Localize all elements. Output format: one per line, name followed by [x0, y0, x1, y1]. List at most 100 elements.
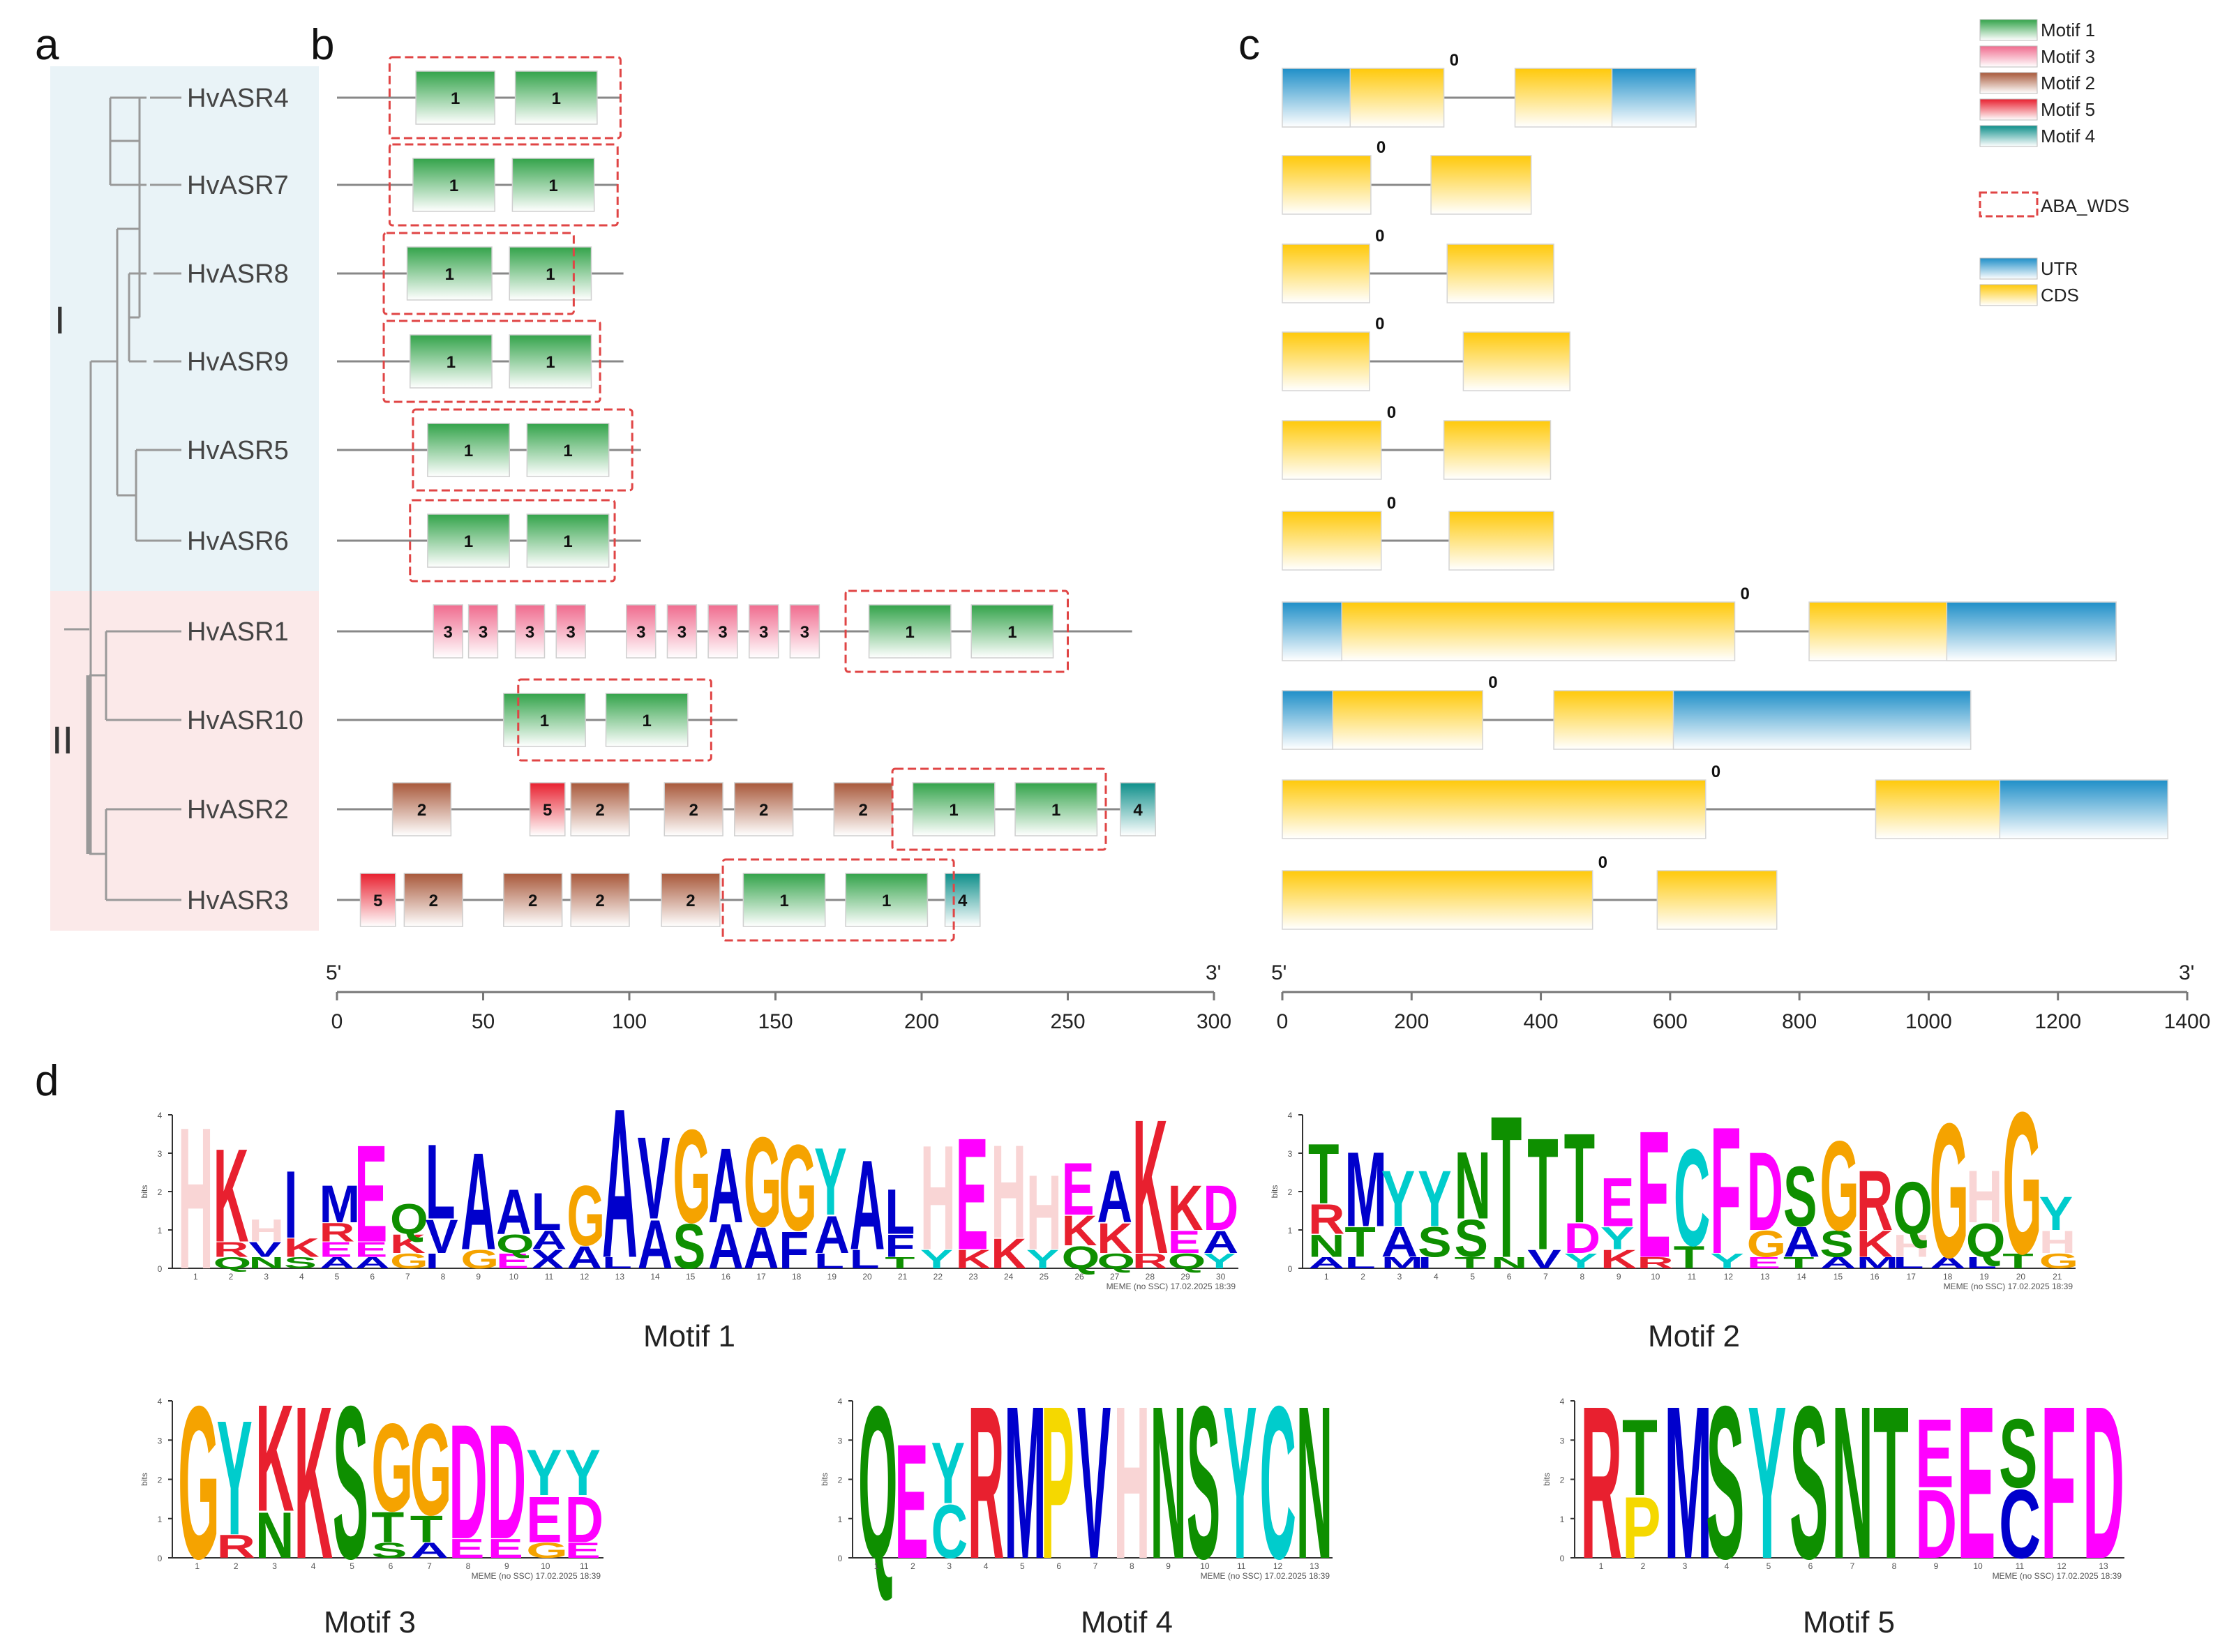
logo-position-label: 13 — [615, 1272, 625, 1282]
legend-label-aba-wds: ABA_WDS — [2041, 195, 2129, 216]
logo-letter: I — [426, 1249, 440, 1273]
logo-letter: L — [814, 1249, 844, 1273]
motif-3-block — [514, 604, 546, 659]
logo-letter: Y — [1418, 1155, 1452, 1244]
logo-position-label: 15 — [686, 1272, 696, 1282]
logo-letter: L — [1966, 1254, 1997, 1272]
utr-region — [1999, 779, 2168, 839]
logo-letter: M — [320, 1174, 361, 1233]
motif-number: 1 — [540, 712, 549, 730]
aba-wds-domain — [382, 320, 601, 403]
gene-label: HvASR7 — [187, 171, 289, 200]
logo-letter: G — [178, 1362, 220, 1605]
logo-meme-note: MEME (no SSC) 17.02.2025 18:39 — [1944, 1282, 2073, 1291]
logo-position-label: 5 — [350, 1561, 354, 1571]
protein-track: 2 5 2 2 2 2 1 1 4 — [337, 767, 1156, 851]
logo-letter: E — [449, 1533, 484, 1563]
logo-letter: A — [1381, 1219, 1418, 1266]
logo-letter: H — [1113, 1362, 1150, 1605]
logo-letter: C — [1259, 1362, 1296, 1605]
logo-letter: S — [673, 1211, 705, 1282]
motif-number: 1 — [563, 442, 572, 460]
logo-position-label: 26 — [1074, 1272, 1084, 1282]
logo-letter: K — [1132, 1079, 1168, 1294]
logo-letter: Q — [1062, 1239, 1100, 1275]
logo-letter: F — [1710, 1090, 1741, 1292]
logo-letter: C — [1999, 1469, 2041, 1579]
intron-phase-label: 0 — [1375, 315, 1384, 333]
logo-y-tick-label: 2 — [158, 1187, 163, 1197]
motif-number: 3 — [677, 623, 687, 642]
logo-y-tick-label: 3 — [1288, 1149, 1293, 1159]
legend-label-utr: UTR — [2041, 258, 2078, 279]
axis-tick-label: 800 — [1782, 1010, 1817, 1033]
logo-letter: A — [1820, 1254, 1857, 1272]
logo-position-label: 6 — [1507, 1272, 1512, 1282]
logo-position-label: 25 — [1040, 1272, 1049, 1282]
cds-exon — [1462, 331, 1571, 391]
logo-letter: A — [1097, 1155, 1132, 1238]
motif-number: 2 — [759, 801, 768, 820]
motif-3-block — [467, 604, 499, 659]
logo-letter: T — [1783, 1254, 1815, 1272]
logo-letter: M — [1381, 1254, 1424, 1272]
motif-number: 3 — [800, 623, 809, 642]
logo-letter: S — [371, 1538, 407, 1563]
logo-letter: L — [885, 1177, 915, 1248]
motif-number: 3 — [636, 623, 645, 642]
logo-letter: A — [1929, 1254, 1966, 1272]
logo-position-label: 1 — [1324, 1272, 1329, 1282]
logo-position-label: 20 — [2016, 1272, 2026, 1282]
cds-exon — [1282, 601, 1736, 661]
logo-position-label: 1 — [874, 1561, 879, 1571]
logo-letter: A — [708, 1127, 744, 1246]
logo-letter: S — [333, 1362, 368, 1605]
logo-position-label: 9 — [504, 1561, 509, 1571]
logo-position-label: 19 — [827, 1272, 837, 1282]
logo-letter: Q — [1097, 1249, 1135, 1273]
logo-position-label: 27 — [1110, 1272, 1120, 1282]
logo-position-label: 28 — [1146, 1272, 1155, 1282]
logo-y-tick-label: 2 — [1288, 1187, 1293, 1197]
logo-letter: Y — [216, 1386, 252, 1569]
motif-number: 1 — [779, 892, 788, 910]
logo-position-label: 12 — [1273, 1561, 1283, 1571]
motif-number: 3 — [759, 623, 768, 642]
legend-swatch-utr — [1979, 257, 2038, 280]
logo-position-label: 17 — [1907, 1272, 1917, 1282]
motif-number: 1 — [906, 623, 915, 642]
logo-position-label: 11 — [2016, 1561, 2025, 1571]
intron-phase-label: 0 — [1387, 494, 1396, 513]
axis-tick-label: 200 — [1394, 1010, 1429, 1033]
motif-number: 1 — [949, 801, 958, 820]
logo-position-label: 5 — [1767, 1561, 1771, 1571]
logo-letter: N — [248, 1254, 284, 1272]
motif-2-block — [661, 873, 721, 927]
logo-letter: G — [1820, 1114, 1859, 1257]
logo-letter: C — [1674, 1120, 1711, 1275]
logo-position-label: 21 — [898, 1272, 908, 1282]
logo-axis-title: bits — [1270, 1185, 1280, 1199]
logo-letter: P — [1622, 1479, 1661, 1577]
axis-tick-label: 1200 — [2034, 1010, 2081, 1033]
logo-meme-note: MEME (no SSC) 17.02.2025 18:39 — [1201, 1571, 1330, 1581]
protein-length-axis: 0 50 100 150 200 250 300 5' 3' — [326, 961, 1231, 1033]
motif-1-block — [845, 873, 929, 927]
motif-3-block — [749, 604, 779, 659]
logo-position-label: 5 — [1020, 1561, 1025, 1571]
gene-label: HvASR1 — [187, 617, 289, 647]
logo-caption: Motif 1 — [643, 1319, 735, 1353]
cds-exon — [1443, 420, 1552, 480]
axis-tick-label: 0 — [331, 1010, 343, 1033]
legend: Motif 1 Motif 3 Motif 2 Motif 5 Motif 4 ABA_W… — [1979, 19, 2129, 306]
logo-position-label: 7 — [1093, 1561, 1098, 1571]
logo-position-label: 8 — [1130, 1561, 1134, 1571]
logo-y-tick-label: 1 — [158, 1226, 163, 1236]
logo-position-label: 7 — [405, 1272, 410, 1282]
axis-tick-label: 250 — [1050, 1010, 1085, 1033]
logo-letter: H — [2039, 1224, 2076, 1260]
logo-y-tick-label: 1 — [158, 1515, 163, 1524]
logo-letter: R — [1580, 1362, 1622, 1605]
logo-letter: Y — [1223, 1362, 1257, 1605]
